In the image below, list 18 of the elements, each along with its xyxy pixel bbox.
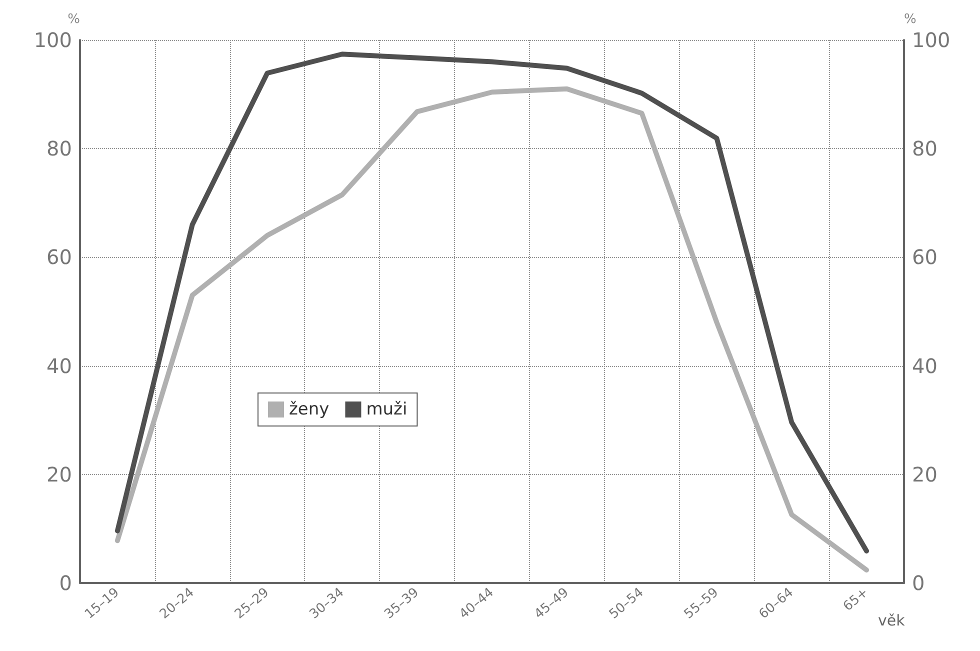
y2-tick-label: 100	[912, 28, 950, 52]
y-tick-label: 60	[46, 245, 72, 270]
y2-tick-label: 40	[912, 354, 938, 378]
y2-axis-title: %	[904, 12, 916, 27]
y2-tick-label: 20	[912, 462, 938, 486]
legend-label: ženy	[289, 400, 330, 420]
y2-tick-label: 60	[912, 245, 938, 270]
y-tick-label: 0	[59, 571, 72, 595]
legend-label: muži	[366, 400, 408, 420]
y-axis-title: %	[68, 12, 80, 27]
y2-tick-label: 0	[912, 571, 925, 595]
x-axis-title: věk	[878, 612, 906, 630]
y-tick-label: 20	[46, 462, 72, 486]
y-tick-label: 100	[34, 28, 72, 52]
y-tick-label: 40	[46, 354, 72, 378]
y-tick-label: 80	[46, 136, 72, 161]
x-tick-label: 65+	[840, 585, 872, 614]
y2-tick-label: 80	[912, 136, 938, 161]
